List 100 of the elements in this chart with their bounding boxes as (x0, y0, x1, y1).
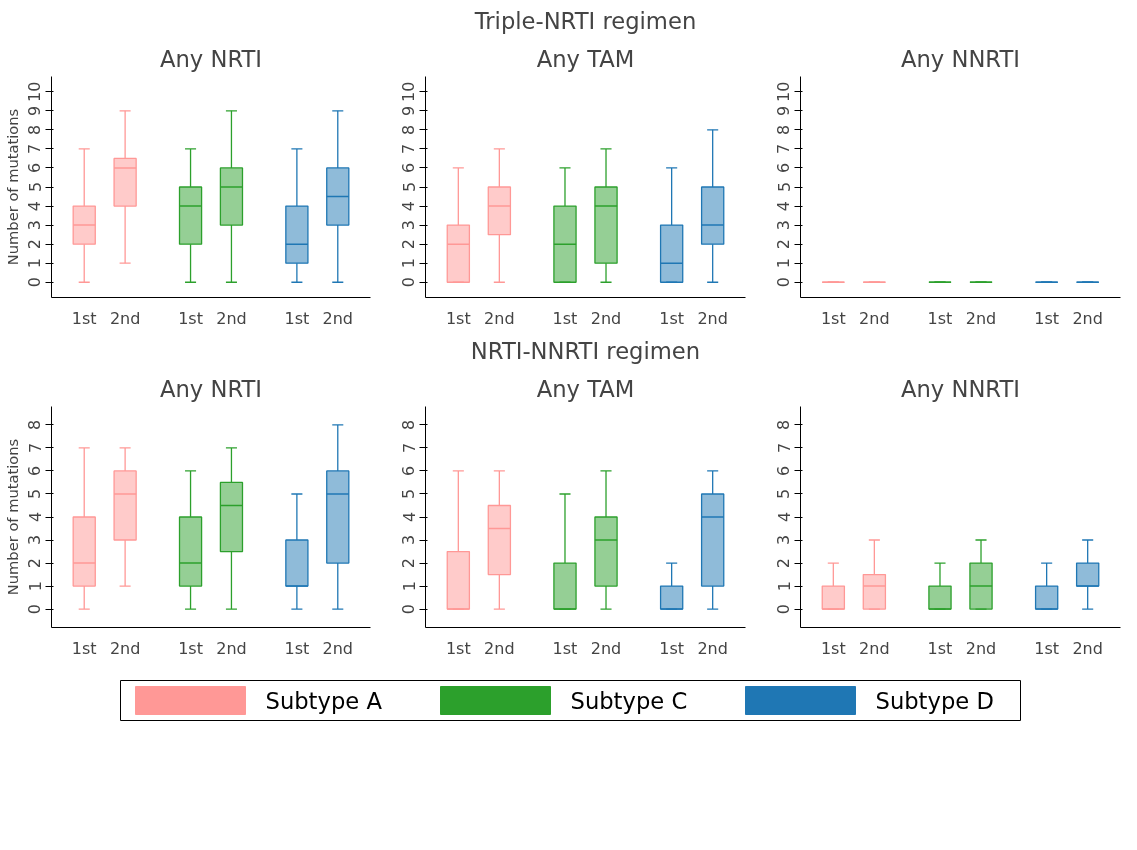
y-tick-label: 3 (399, 220, 419, 231)
x-tick-label: 2nd (697, 638, 728, 658)
x-tick-label: 1st (820, 638, 846, 658)
y-tick-label: 2 (774, 239, 794, 250)
y-tick-label: 4 (399, 511, 419, 523)
y-tick-label: 3 (774, 534, 794, 546)
y-tick-label: 2 (774, 557, 794, 569)
x-tick-label: 2nd (484, 638, 515, 658)
y-tick-label: 10 (399, 81, 419, 102)
y-tick-label: 1 (25, 580, 45, 592)
y-tick-label: 8 (25, 419, 45, 431)
x-tick-label: 2nd (859, 308, 890, 328)
x-tick-label: 2nd (859, 638, 890, 658)
y-tick-label: 10 (774, 81, 794, 102)
y-tick-label: 1 (25, 258, 45, 269)
y-tick-label: 10 (25, 81, 45, 102)
y-tick-label: 5 (399, 181, 419, 193)
y-tick-label: 7 (774, 143, 794, 154)
y-tick-label: 5 (25, 181, 45, 193)
y-tick-label: 0 (399, 603, 419, 615)
x-tick-label: 2nd (109, 638, 141, 658)
x-tick-label: 1st (445, 308, 471, 328)
x-tick-label: 1st (927, 308, 953, 328)
x-tick-label: 1st (284, 638, 310, 658)
y-tick-label: 8 (774, 419, 794, 431)
chart-title: Any NNRTI (901, 45, 1020, 72)
x-tick-label: 1st (552, 638, 578, 658)
y-tick-label: 0 (774, 277, 794, 288)
chart-subtitle: Triple-NRTI regimen (473, 7, 697, 34)
y-tick-label: 3 (25, 534, 45, 546)
y-tick-label: 5 (774, 181, 794, 193)
chart-title: Any NNRTI (901, 375, 1020, 402)
x-tick-label: 1st (659, 638, 685, 658)
y-tick-label: 3 (25, 220, 45, 231)
chart-subtitle: NRTI-NNRTI regimen (470, 337, 701, 364)
y-tick-label: 1 (399, 258, 419, 269)
x-tick-label: 1st (659, 308, 685, 328)
y-tick-label: 6 (774, 465, 794, 477)
x-tick-label: 2nd (216, 638, 247, 658)
legend-label: Subtype A (265, 687, 383, 714)
x-tick-label: 1st (927, 638, 953, 658)
y-tick-label: 4 (25, 200, 45, 212)
x-tick-label: 1st (284, 308, 310, 328)
x-tick-label: 2nd (1072, 638, 1103, 658)
legend-label: Subtype C (570, 687, 688, 714)
y-tick-label: 0 (25, 603, 45, 615)
y-tick-label: 1 (774, 580, 794, 592)
y-tick-label: 4 (774, 200, 794, 212)
y-tick-label: 0 (25, 277, 45, 288)
x-tick-label: 2nd (216, 308, 247, 328)
x-tick-label: 1st (71, 638, 97, 658)
y-tick-label: 8 (399, 124, 419, 135)
y-tick-label: 3 (774, 220, 794, 231)
x-tick-label: 1st (71, 308, 97, 328)
y-tick-label: 4 (399, 200, 419, 212)
y-tick-label: 8 (774, 124, 794, 135)
y-tick-label: 8 (399, 419, 419, 431)
y-tick-label: 3 (399, 534, 419, 546)
y-tick-label: 6 (25, 162, 45, 174)
x-tick-label: 2nd (109, 308, 141, 328)
y-tick-label: 9 (399, 105, 419, 116)
y-tick-label: 7 (399, 143, 419, 154)
chart-title: Any TAM (536, 45, 635, 72)
y-tick-label: 7 (25, 442, 45, 454)
y-tick-label: 5 (25, 488, 45, 500)
y-tick-label: 6 (25, 465, 45, 477)
y-tick-label: 9 (25, 105, 45, 116)
chart-title: Any NRTI (159, 375, 263, 402)
x-tick-label: 2nd (322, 638, 354, 658)
y-tick-label: 0 (774, 603, 794, 615)
y-tick-label: 5 (774, 488, 794, 500)
y-tick-label: 4 (774, 511, 794, 523)
x-tick-label: 2nd (697, 308, 728, 328)
x-tick-label: 2nd (590, 638, 622, 658)
x-tick-label: 1st (445, 638, 471, 658)
x-tick-label: 2nd (484, 308, 515, 328)
y-tick-label: 2 (25, 557, 45, 569)
y-tick-label: 2 (399, 557, 419, 569)
chart-title: Any TAM (536, 375, 635, 402)
y-tick-label: 7 (399, 442, 419, 454)
y-tick-label: 7 (774, 442, 794, 454)
y-tick-label: 1 (774, 258, 794, 269)
y-tick-label: 6 (399, 162, 419, 174)
y-tick-label: 0 (399, 277, 419, 288)
x-tick-label: 1st (178, 638, 203, 658)
x-tick-label: 1st (178, 308, 203, 328)
y-tick-label: 9 (774, 105, 794, 116)
x-tick-label: 2nd (322, 308, 354, 328)
y-tick-label: 6 (774, 162, 794, 174)
x-tick-label: 2nd (1072, 308, 1103, 328)
x-tick-label: 1st (1034, 308, 1060, 328)
x-tick-label: 2nd (965, 308, 997, 328)
y-axis-title: Number of mutations (3, 438, 21, 596)
y-tick-label: 4 (25, 511, 45, 523)
x-tick-label: 2nd (965, 638, 997, 658)
x-tick-label: 1st (1034, 638, 1060, 658)
y-tick-label: 1 (399, 580, 419, 592)
y-tick-label: 2 (399, 239, 419, 250)
y-axis-title: Number of mutations (3, 108, 21, 266)
y-tick-label: 6 (399, 465, 419, 477)
